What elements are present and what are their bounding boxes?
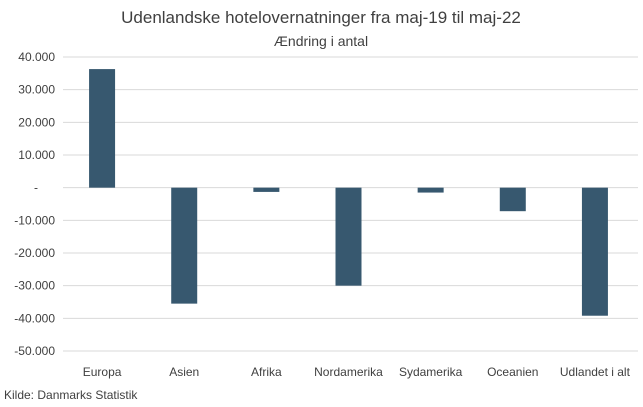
category-label: Nordamerika: [314, 365, 383, 379]
y-tick-label: 40.000: [18, 50, 55, 64]
bar-udlandet-i-alt: [581, 187, 608, 316]
category-label: Europa: [83, 365, 122, 379]
category-labels: Europa Asien Afrika Nordamerika Sydamerika Oc…: [83, 365, 631, 379]
category-label: Sydamerika: [399, 365, 463, 379]
y-tick-label: -50.000: [14, 344, 55, 358]
category-label: Afrika: [251, 365, 282, 379]
bar-sydamerika: [417, 187, 444, 193]
bar-europa: [89, 69, 116, 188]
y-tick-label: -20.000: [14, 246, 55, 260]
bar-asien: [171, 187, 198, 304]
bar-afrika: [253, 187, 280, 192]
category-label: Udlandet i alt: [560, 365, 631, 379]
y-tick-label: -30.000: [14, 279, 55, 293]
bar-oceanien: [499, 187, 526, 212]
y-axis-ticks: 40.000 30.000 20.000 10.000 - -10.000 -20.000 -…: [14, 50, 55, 358]
chart-title: Udenlandske hotelovernatninger fra maj-1…: [121, 8, 521, 27]
bar-nordamerika: [335, 187, 362, 286]
category-label: Asien: [169, 365, 199, 379]
bars: [89, 69, 608, 316]
y-tick-label: 10.000: [18, 148, 55, 162]
y-tick-label: -40.000: [14, 311, 55, 325]
chart-subtitle: Ændring i antal: [274, 33, 368, 49]
category-label: Oceanien: [487, 365, 538, 379]
y-tick-label: 30.000: [18, 83, 55, 97]
source-note: Kilde: Danmarks Statistik: [4, 388, 138, 402]
y-tick-label: -10.000: [14, 213, 55, 227]
y-tick-label: 20.000: [18, 115, 55, 129]
y-tick-label: -: [34, 181, 38, 195]
